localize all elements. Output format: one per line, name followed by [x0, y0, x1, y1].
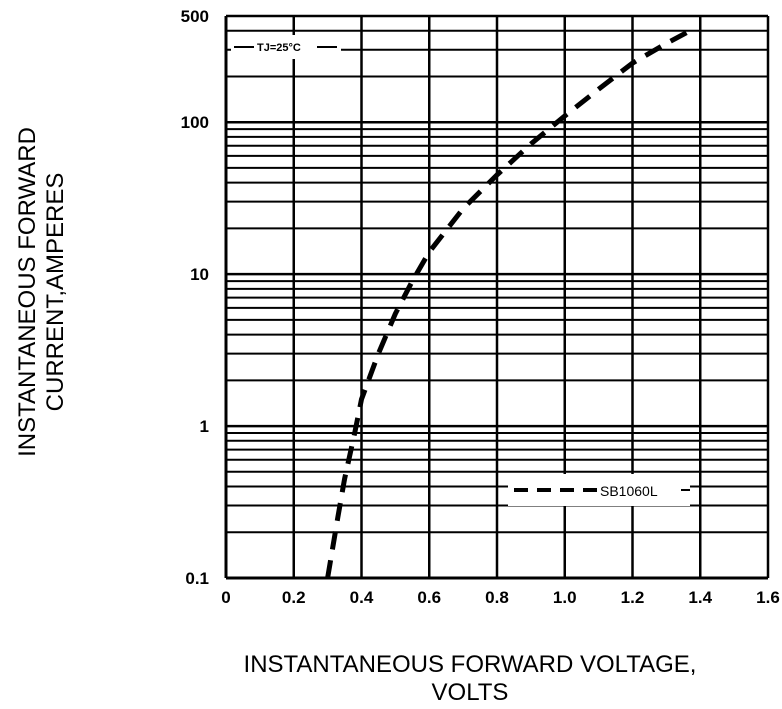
- x-axis-title-line2: VOLTS: [432, 679, 509, 706]
- x-tick-label: 1.0: [553, 588, 577, 607]
- series-line-sb1060l: [325, 28, 692, 579]
- condition-label-group: TJ=25°C: [231, 35, 341, 59]
- y-tick-label: 500: [181, 7, 209, 26]
- condition-label: TJ=25°C: [257, 42, 301, 54]
- x-tick-label: 0.8: [485, 588, 509, 607]
- x-axis-title-line1: INSTANTANEOUS FORWARD VOLTAGE,: [244, 651, 697, 678]
- x-tick-label: 0.6: [417, 588, 441, 607]
- y-axis-title-line2: CURRENT,AMPERES: [42, 173, 69, 412]
- grid: [224, 14, 770, 580]
- legend: SB1060L: [508, 474, 690, 506]
- x-tick-label: 0.4: [350, 588, 374, 607]
- series: [325, 28, 692, 579]
- x-tick-label: 0: [221, 588, 230, 607]
- x-tick-label: 1.6: [756, 588, 780, 607]
- legend-bg: [508, 474, 690, 506]
- legend-label-sb1060l: SB1060L: [600, 483, 658, 499]
- x-tick-label: 1.2: [621, 588, 645, 607]
- tick-labels: 0 0.2 0.4 0.6 0.8 1.0 1.2 1.4 1.6 0.1 1 10 100 500: [181, 7, 780, 607]
- y-tick-label: 0.1: [185, 569, 209, 588]
- y-tick-label: 10: [190, 265, 209, 284]
- y-tick-label: 1: [200, 417, 209, 436]
- x-tick-label: 0.2: [282, 588, 306, 607]
- y-axis-title-line1: INSTANTANEOUS FORWARD: [14, 127, 41, 457]
- x-tick-label: 1.4: [688, 588, 712, 607]
- y-tick-label: 100: [181, 113, 209, 132]
